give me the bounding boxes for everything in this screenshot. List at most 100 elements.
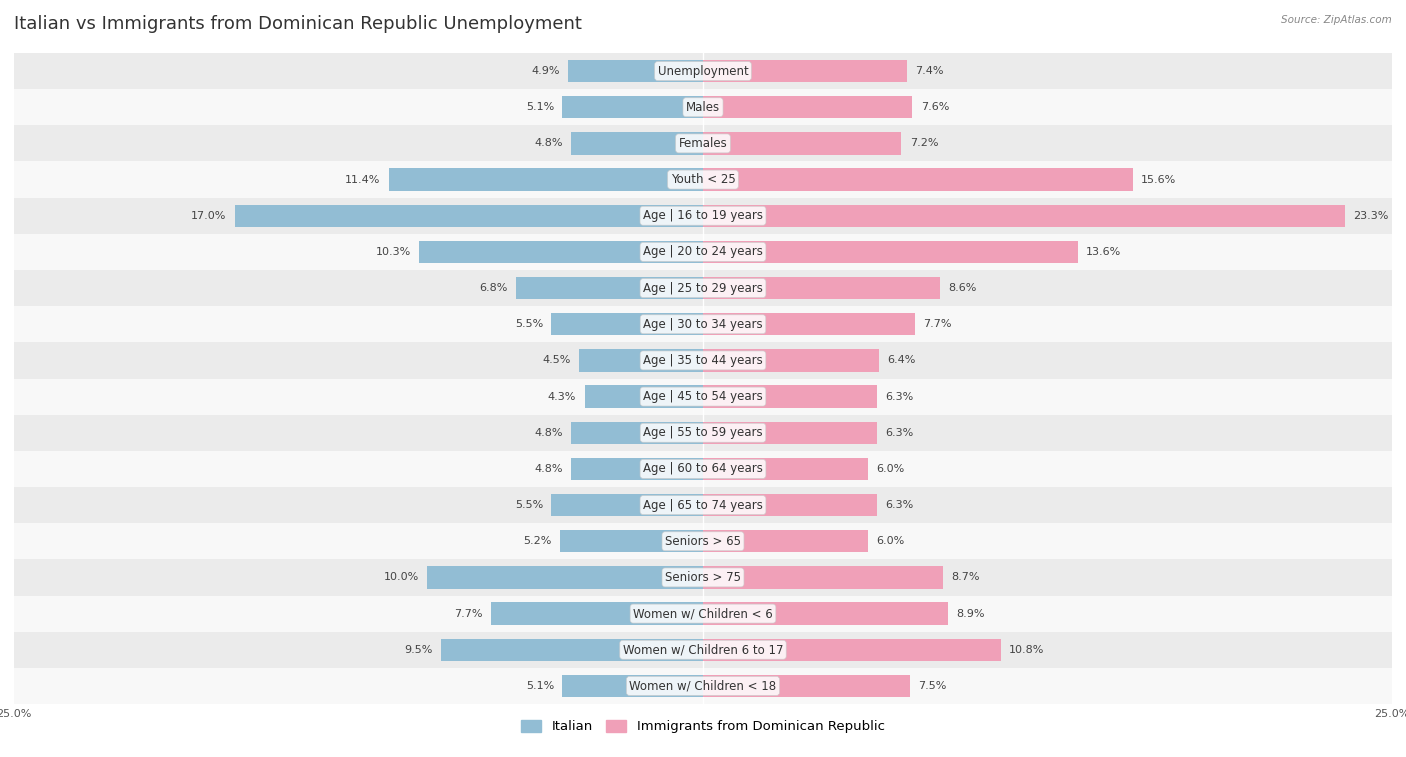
Text: 8.6%: 8.6% <box>948 283 977 293</box>
Text: 11.4%: 11.4% <box>346 175 381 185</box>
Bar <box>703 204 1346 227</box>
Text: 6.0%: 6.0% <box>876 464 905 474</box>
Bar <box>703 603 948 625</box>
Bar <box>14 270 1392 306</box>
Text: 5.1%: 5.1% <box>526 681 554 691</box>
Bar <box>571 422 703 444</box>
Text: 8.9%: 8.9% <box>956 609 986 618</box>
Bar <box>703 530 869 553</box>
Bar <box>551 313 703 335</box>
Bar <box>562 674 703 697</box>
Text: Age | 20 to 24 years: Age | 20 to 24 years <box>643 245 763 258</box>
Bar <box>14 451 1392 487</box>
Text: 4.8%: 4.8% <box>534 139 562 148</box>
Bar <box>703 277 941 299</box>
Bar <box>703 132 901 154</box>
Text: Females: Females <box>679 137 727 150</box>
Text: 7.4%: 7.4% <box>915 66 943 76</box>
Bar <box>703 349 879 372</box>
Bar <box>14 596 1392 631</box>
Bar <box>560 530 703 553</box>
Text: Italian vs Immigrants from Dominican Republic Unemployment: Italian vs Immigrants from Dominican Rep… <box>14 15 582 33</box>
Bar <box>14 559 1392 596</box>
Bar <box>491 603 703 625</box>
Text: 4.8%: 4.8% <box>534 428 562 438</box>
Text: 4.5%: 4.5% <box>543 356 571 366</box>
Bar <box>571 458 703 480</box>
Bar <box>703 422 876 444</box>
Text: 5.5%: 5.5% <box>515 319 543 329</box>
Text: 15.6%: 15.6% <box>1142 175 1177 185</box>
Bar <box>703 639 1001 661</box>
Text: 23.3%: 23.3% <box>1354 210 1389 221</box>
Text: Age | 60 to 64 years: Age | 60 to 64 years <box>643 463 763 475</box>
Text: 13.6%: 13.6% <box>1085 247 1122 257</box>
Text: 7.7%: 7.7% <box>924 319 952 329</box>
Text: Males: Males <box>686 101 720 114</box>
Text: Women w/ Children < 18: Women w/ Children < 18 <box>630 680 776 693</box>
Bar <box>551 494 703 516</box>
Bar <box>703 385 876 408</box>
Bar <box>703 313 915 335</box>
Bar <box>14 53 1392 89</box>
Bar <box>703 566 943 589</box>
Text: Age | 55 to 59 years: Age | 55 to 59 years <box>643 426 763 439</box>
Text: Age | 45 to 54 years: Age | 45 to 54 years <box>643 390 763 403</box>
Bar <box>441 639 703 661</box>
Text: 5.2%: 5.2% <box>523 536 551 547</box>
Text: Seniors > 75: Seniors > 75 <box>665 571 741 584</box>
Bar <box>562 96 703 118</box>
Bar <box>14 378 1392 415</box>
Bar <box>585 385 703 408</box>
Text: Age | 30 to 34 years: Age | 30 to 34 years <box>643 318 763 331</box>
Text: 7.7%: 7.7% <box>454 609 482 618</box>
Bar <box>516 277 703 299</box>
Text: Unemployment: Unemployment <box>658 64 748 77</box>
Text: Source: ZipAtlas.com: Source: ZipAtlas.com <box>1281 15 1392 25</box>
Bar <box>14 234 1392 270</box>
Bar <box>14 523 1392 559</box>
Legend: Italian, Immigrants from Dominican Republic: Italian, Immigrants from Dominican Repub… <box>522 720 884 734</box>
Bar <box>703 96 912 118</box>
Bar <box>568 60 703 83</box>
Bar <box>389 168 703 191</box>
Bar <box>14 487 1392 523</box>
Text: 6.3%: 6.3% <box>884 391 912 401</box>
Text: 4.9%: 4.9% <box>531 66 560 76</box>
Bar <box>14 342 1392 378</box>
Bar <box>703 241 1078 263</box>
Text: Age | 25 to 29 years: Age | 25 to 29 years <box>643 282 763 294</box>
Bar <box>14 126 1392 161</box>
Bar <box>703 168 1133 191</box>
Text: Youth < 25: Youth < 25 <box>671 173 735 186</box>
Bar <box>571 132 703 154</box>
Bar <box>703 458 869 480</box>
Text: 6.3%: 6.3% <box>884 428 912 438</box>
Bar <box>579 349 703 372</box>
Bar <box>14 415 1392 451</box>
Text: 7.2%: 7.2% <box>910 139 938 148</box>
Bar <box>14 89 1392 126</box>
Text: 10.8%: 10.8% <box>1010 645 1045 655</box>
Bar <box>235 204 703 227</box>
Text: Age | 35 to 44 years: Age | 35 to 44 years <box>643 354 763 367</box>
Text: 9.5%: 9.5% <box>405 645 433 655</box>
Text: 7.6%: 7.6% <box>921 102 949 112</box>
Text: Seniors > 65: Seniors > 65 <box>665 534 741 548</box>
Bar <box>14 198 1392 234</box>
Text: Age | 65 to 74 years: Age | 65 to 74 years <box>643 499 763 512</box>
Bar <box>427 566 703 589</box>
Bar <box>703 60 907 83</box>
Text: 4.8%: 4.8% <box>534 464 562 474</box>
Text: 4.3%: 4.3% <box>548 391 576 401</box>
Text: 6.0%: 6.0% <box>876 536 905 547</box>
Text: Women w/ Children 6 to 17: Women w/ Children 6 to 17 <box>623 643 783 656</box>
Text: 5.5%: 5.5% <box>515 500 543 510</box>
Bar <box>14 631 1392 668</box>
Text: 6.3%: 6.3% <box>884 500 912 510</box>
Bar <box>703 494 876 516</box>
Bar <box>14 668 1392 704</box>
Text: Age | 16 to 19 years: Age | 16 to 19 years <box>643 209 763 223</box>
Text: 10.0%: 10.0% <box>384 572 419 582</box>
Bar <box>14 161 1392 198</box>
